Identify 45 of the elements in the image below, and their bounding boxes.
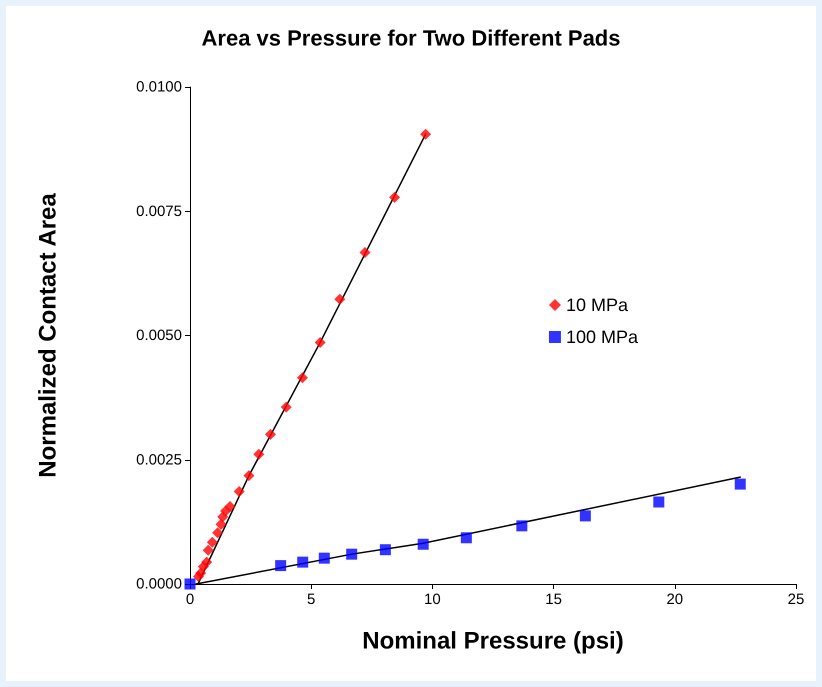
point — [280, 402, 292, 413]
point — [212, 527, 224, 538]
point — [334, 294, 346, 305]
point — [380, 544, 391, 556]
legend-label: 10 MPa — [566, 295, 629, 315]
point — [184, 578, 196, 590]
point — [243, 470, 254, 482]
point — [297, 556, 308, 568]
point — [314, 336, 326, 348]
point — [264, 428, 276, 440]
point — [201, 556, 212, 568]
point — [418, 538, 429, 550]
point — [420, 128, 432, 140]
x-axis-title: Nominal Pressure (psi) — [362, 628, 624, 654]
point — [734, 478, 746, 490]
x-tick-label: 10 — [424, 591, 441, 608]
point — [580, 510, 591, 522]
legend-label: 100 MPa — [566, 327, 639, 347]
point — [234, 486, 245, 498]
point — [253, 448, 264, 460]
point — [275, 560, 286, 572]
point — [389, 192, 400, 203]
point — [296, 372, 308, 384]
x-tick-label: 15 — [545, 591, 562, 608]
y-tick-label: 0.0050 — [136, 327, 182, 344]
point — [202, 544, 214, 556]
chart-title: Area vs Pressure for Two Different Pads — [202, 26, 620, 50]
x-tick-label: 5 — [307, 591, 316, 608]
x-tick-label: 0 — [186, 591, 194, 608]
x-tick-label: 25 — [788, 591, 804, 608]
point — [460, 532, 472, 544]
point — [346, 548, 358, 560]
x-tick-label: 20 — [666, 591, 684, 608]
point — [653, 496, 664, 508]
point — [360, 247, 371, 258]
point — [224, 500, 236, 512]
y-tick-label: 0.0025 — [136, 451, 182, 468]
point — [216, 518, 227, 530]
y-tick-label: 0.0100 — [136, 78, 182, 96]
y-tick-label: 0.0000 — [136, 576, 182, 592]
point — [206, 536, 218, 548]
point — [516, 520, 528, 532]
y-axis-title: Normalized Contact Area — [34, 192, 62, 478]
point — [318, 552, 330, 564]
y-tick-label: 0.0075 — [136, 202, 182, 220]
